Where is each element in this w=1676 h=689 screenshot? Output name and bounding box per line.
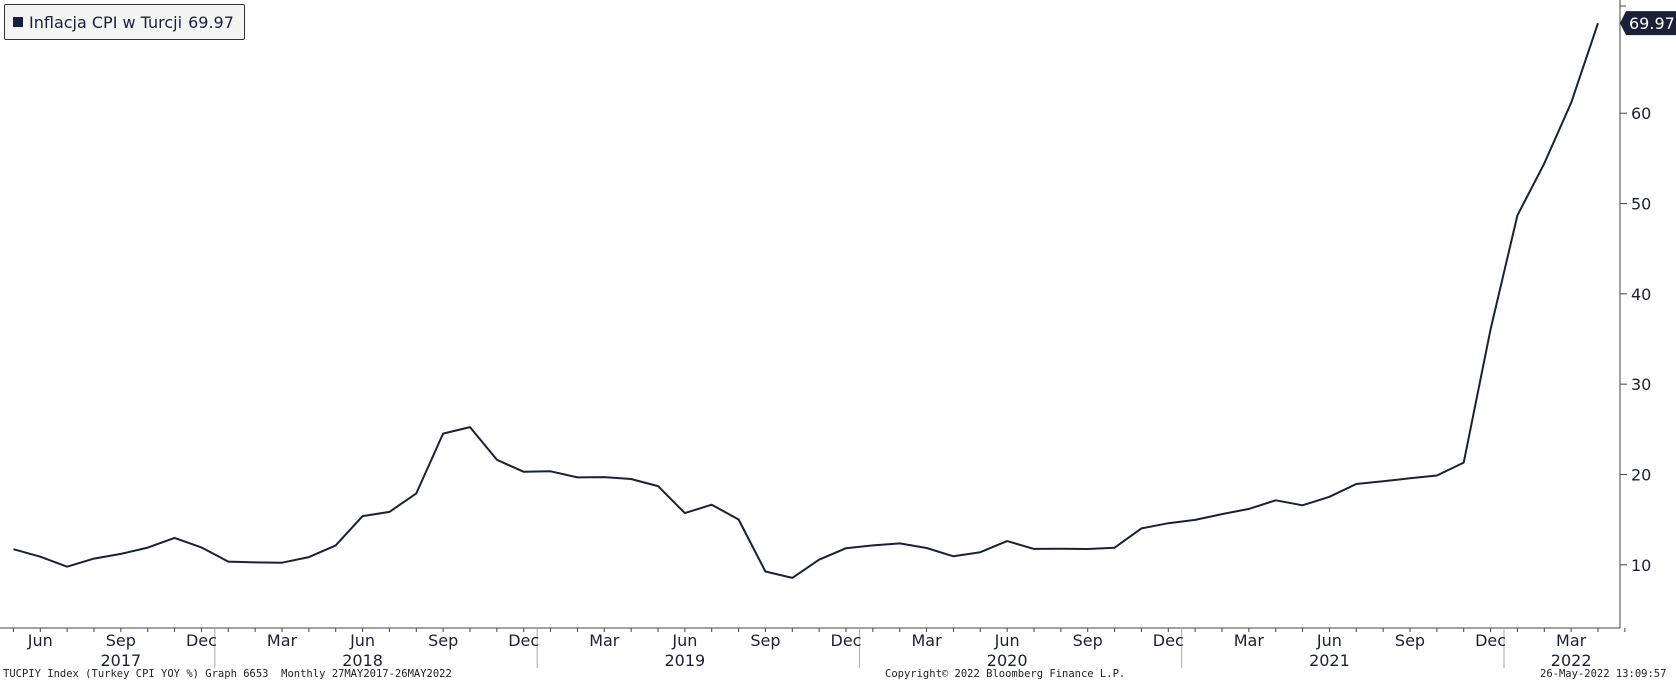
y-tick-label: 50 [1631,195,1651,214]
x-tick-label: Jun [994,631,1020,650]
last-value-tag-label: 69.97 [1629,14,1675,33]
x-tick-label: Mar [1234,631,1265,650]
x-tick-label: Dec [1153,631,1184,650]
footer-timestamp: 26-May-2022 13:09:57 [1540,668,1666,680]
x-tick-label: Sep [1395,631,1425,650]
x-tick-label: Jun [27,631,53,650]
year-label: 2019 [664,651,705,670]
axes [0,0,1627,668]
x-tick-label: Sep [428,631,458,650]
x-tick-label: Sep [106,631,136,650]
footer-copyright: Copyright© 2022 Bloomberg Finance L.P. [885,668,1125,680]
x-tick-label: Jun [671,631,697,650]
x-tick-label: Mar [911,631,942,650]
x-tick-label: Dec [186,631,217,650]
footer-source: TUCPIY Index (Turkey CPI YOY %) Graph 66… [3,668,452,680]
year-label: 2021 [1309,651,1350,670]
legend-value: 69.97 [188,13,234,32]
legend-label: Inflacja CPI w Turcji [29,13,182,32]
legend: Inflacja CPI w Turcji 69.97 [4,4,245,40]
x-tick-label: Mar [267,631,298,650]
x-tick-label: Dec [831,631,862,650]
last-value-tag: 69.97 [1620,11,1676,35]
y-tick-label: 20 [1631,465,1651,484]
y-tick-label: 60 [1631,104,1651,123]
x-tick-label: Mar [1556,631,1587,650]
labels-layer: 10 20 30 40 50 60 Jun Sep Dec Mar Jun Sep Dec Mar Jun S… [27,11,1676,670]
x-tick-label: Mar [589,631,620,650]
x-tick-label: Jun [349,631,375,650]
x-tick-label: Dec [508,631,539,650]
y-tick-label: 30 [1631,375,1651,394]
series-layer [13,23,1598,578]
x-tick-label: Sep [750,631,780,650]
x-tick-label: Jun [1316,631,1342,650]
y-tick-label: 40 [1631,285,1651,304]
y-tick-label: 10 [1631,556,1651,575]
x-tick-label: Sep [1073,631,1103,650]
series-line [13,23,1598,578]
x-tick-label: Dec [1475,631,1506,650]
legend-swatch [13,17,23,27]
